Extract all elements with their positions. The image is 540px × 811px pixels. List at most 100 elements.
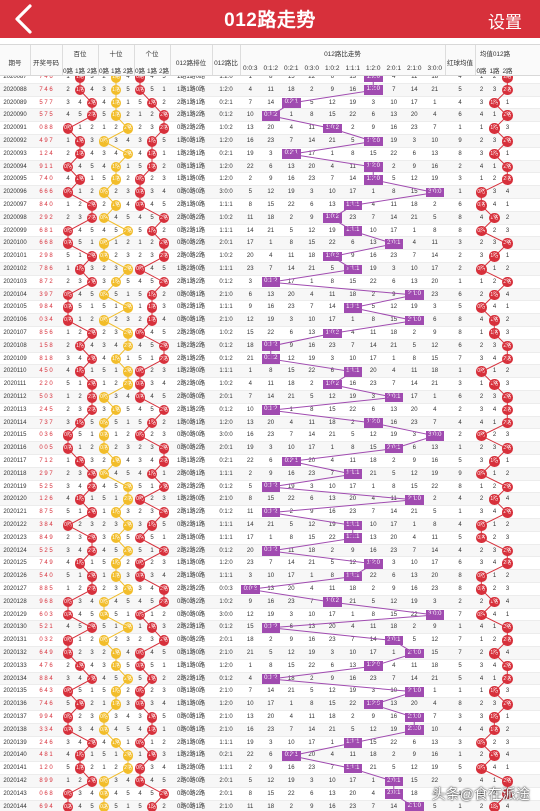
miss-count: 5 [138,227,142,234]
table-row[interactable]: 2020134 8 8 4 2路2路1路 0:1:2 3 4 2路 4 5 2路 5 1路 2 4 1 2路 5… [0,672,540,686]
numbers-cell: 0 3 4 [39,317,53,324]
trend-miss-count: 8 [392,483,396,490]
trend-miss-count: 18 [431,76,439,80]
miss-count: 3 [102,86,106,93]
table-row[interactable]: 2020088 7 4 6 1路1路0路 1:2:0 2 1路 4 3 1路 5 0路 5 1 2 3 2路 5… [0,83,540,97]
table-row[interactable]: 2020123 8 4 9 2路1路0路 1:1:1 2 3 2路 3 1路 5 0路 5 1 0路 2 3 5… [0,532,540,545]
table-row[interactable]: 2020101 2 9 8 2路0路2路 1:0:2 5 1 2路 0路 2 3 2 3 2路 3 1路 1 2… [0,250,540,263]
table-row[interactable]: 2020111 2 2 0 2路2路0路 1:0:2 5 1 2路 1 2 2路 0路 3 4 1 1路 3 3… [0,378,540,391]
route-ball: 1路 [74,76,86,83]
table-row[interactable]: 2020119 5 2 5 2路2路2路 0:1:2 3 4 2路 4 5 2路 5 1 2路 1 2 2路 8… [0,481,540,494]
table-row[interactable]: 2020107 8 5 6 2路2路0路 1:0:2 1 2 2路 2 3 2路 0路 4 5 1 1路 3 8… [0,327,540,340]
trend-marker: 2:1:0 [405,315,424,326]
trend-miss-count: 12 [328,688,336,695]
table-row[interactable]: 2020108 1 5 8 1路2路2路 0:1:2 2 1路 4 3 4 2路 4 5 2路 2 3 2路 6… [0,339,540,353]
sequence-cell: 0路0路2路 [176,445,205,452]
table-row[interactable]: 2020105 9 8 4 0路2路1路 1:1:1 0路 5 1 5 1 2路 1 1路 3 0路 4 1 5… [0,301,540,315]
issue-cell: 2020132 [3,650,27,656]
trend-miss-count: 21 [246,650,254,656]
table-row[interactable]: 2020095 7 4 0 1路1路0路 1:2:0 4 1路 1 5 1路 2 0路 2 3 1 2 2路 3… [0,173,540,187]
route-ball: 2路 [86,737,98,749]
numbers-cell: 3 8 4 [39,522,53,528]
miss-count: 1 [90,368,94,375]
miss-count: 5 [114,611,118,618]
table-row[interactable]: 2020125 7 4 9 1路1路0路 1:2:0 4 1路 1 5 1路 2 0路 2 3 3 4 2路 6… [0,557,540,571]
table-row[interactable]: 2020138 3 3 4 0路0路1路 2:1:0 0路 3 4 0路 4 5 4 1路 1 4 1路 2 4… [0,723,540,737]
route-ball: 1路 [146,712,158,723]
table-row[interactable]: 2020122 3 8 4 0路2路1路 1:1:1 0路 2 3 2 3 2路 3 1路 5 0路 1 2 4… [0,519,540,532]
hot-count-cell: 2 [458,406,462,413]
trend-miss-count: 5 [269,650,273,656]
table-row[interactable]: 2020133 4 7 6 1路1路0路 1:2:0 2 1路 4 3 1路 5 0路 5 1 3 4 2路 5… [0,660,540,673]
trend-table[interactable]: 2020087 7 4 6 1路1路0路 1:2:0 1 1路 3 2 1路 4 0路 4 5 1 2 2路 4… [0,76,540,811]
trend-miss-count: 5 [433,509,437,516]
table-row[interactable]: 2020099 6 8 1 0路2路1路 1:1:1 0路 4 5 4 5 2路 5 1路 2 0路 2 3 8… [0,225,540,238]
trend-miss-count: 4 [351,624,355,631]
trend-miss-count: 8 [289,240,293,247]
table-row[interactable]: 2020103 8 7 2 2路1路2路 0:1:2 2 3 2路 3 1路 5 4 5 2路 1 2 2路 1… [0,276,540,289]
table-row[interactable]: 2020091 0 8 8 0路2路2路 1:0:2 0路 1 2 1 2 2路 2 3 2路 1 1路 3 1… [0,122,540,135]
table-row[interactable]: 2020117 7 1 2 1路1路2路 0:2:1 1 1路 3 2 1路 4 3 4 2路 3 1路 1 5… [0,455,540,468]
table-row[interactable]: 2020129 6 0 3 0路0路0路 3:0:0 0路 4 5 0路 5 1 0路 1 2 0路 4 1 7… [0,609,540,622]
table-row[interactable]: 2020104 3 9 7 0路0路1路 2:1:0 0路 4 5 0路 5 1 5 1路 2 2 1路 4 6… [0,288,540,302]
table-row[interactable]: 2020132 6 4 9 0路1路0路 2:1:0 0路 2 3 2 1路 4 0路 4 5 2 1路 4 7… [0,647,540,660]
table-row[interactable]: 2020131 0 3 2 0路0路2路 2:0:1 0路 1 2 0路 2 3 2 3 2路 1 2 2路 7… [0,634,540,647]
table-row[interactable]: 2020092 4 9 7 1路0路1路 1:2:0 1 1路 3 0路 3 4 3 1路 5 2 3 2路 9… [0,135,540,148]
table-row[interactable]: 2020116 0 0 5 0路0路2路 2:0:1 0路 1 2 0路 2 3 2 3 2路 2 3 2路 1… [0,442,540,455]
miss-count: 1 [126,739,130,746]
table-row[interactable]: 2020110 4 5 0 1路2路0路 1:1:1 4 1路 1 5 1 2路 0路 2 3 0路 1 2 1… [0,365,540,379]
trend-miss-count: 23 [349,214,357,221]
trend-miss-count: 17 [390,227,398,234]
table-row[interactable]: 2020089 5 7 7 2路1路1路 0:2:1 3 4 2路 4 1路 1 5 1路 2 3 1路 1 4… [0,97,540,110]
miss-count: 2 [102,522,106,528]
table-row[interactable]: 2020113 2 4 5 2路1路2路 0:1:2 2 3 2路 3 1路 5 4 5 2路 3 4 2路 2… [0,404,540,417]
table-row[interactable]: 2020136 7 4 6 1路1路0路 1:2:0 5 1路 2 1 1路 3 0路 3 4 2 3 2路 8… [0,698,540,711]
mean-route-ball: 2路 [502,353,513,365]
route-ball: 0路 [98,788,110,800]
miss-count: 3 [505,330,510,336]
table-row[interactable]: 2020126 5 4 0 2路1路0路 1:1:1 5 1 2路 1 1路 3 0路 3 4 0路 1 2 8… [0,570,540,583]
issue-cell: 2020091 [3,125,27,132]
miss-count: 1 [138,304,142,311]
miss-count: 1 [102,573,106,580]
numbers-cell: 4 9 7 [39,138,53,144]
trend-miss-count: 21 [246,355,254,362]
miss-count: 3 [492,189,497,196]
miss-count: 3 [66,419,70,426]
route-ball: 1路 [74,417,86,429]
settings-button[interactable]: 设置 [488,13,522,32]
sequence-cell: 1路2路1路 [176,150,205,157]
table-row[interactable]: 2020141 1 2 0 1路2路0路 1:1:1 5 1路 2 1 2 2路 0路 3 4 0路 4 1 5… [0,762,540,775]
table-row[interactable]: 2020093 1 2 4 1路2路1路 0:2:1 2 1路 4 3 4 2路 4 1路 1 3 1路 1 8… [0,148,540,161]
table-row[interactable]: 2020128 9 6 8 0路0路2路 1:0:2 0路 3 4 0路 4 5 4 5 2路 2 1路 4 2… [0,595,540,609]
route-ball: 0路 [134,187,146,198]
table-row[interactable]: 2020090 5 7 5 2路1路2路 0:1:2 4 5 2路 5 1路 2 1 2 2路 4 1 2路 6… [0,109,540,123]
table-row[interactable]: 2020135 6 4 3 0路1路0路 2:1:0 0路 5 1 5 1路 2 0路 2 3 1 1路 3 1… [0,685,540,699]
table-row[interactable]: 2020094 9 1 1 0路1路1路 1:2:0 0路 4 5 4 1路 1 5 1路 2 4 1 2路 2… [0,160,540,174]
table-row[interactable]: 2020098 2 9 2 2路0路2路 1:0:2 2 3 2路 0路 4 5 4 5 2路 4 1路 2 8… [0,211,540,225]
table-row[interactable]: 2020120 1 2 6 1路2路0路 2:1:0 4 1路 1 5 1 2路 0路 2 3 2 1路 4 4… [0,493,540,507]
table-row[interactable]: 2020106 0 3 4 0路0路1路 2:1:0 0路 1 2 0路 2 3 2 1路 4 4 1路 2 8… [0,314,540,327]
table-row[interactable]: 2020087 7 4 6 1路1路0路 1:2:0 1 1路 3 2 1路 4 0路 4 5 1 2 2路 4… [0,76,540,84]
table-row[interactable]: 2020102 7 8 6 1路2路0路 1:1:1 1 1路 3 2 3 2路 0路 4 5 0路 1 2 2… [0,263,540,276]
table-row[interactable]: 2020130 5 2 1 2路2路1路 0:1:2 4 5 2路 5 1 2路 1 1路 3 4 1 2路 1… [0,621,540,635]
table-row[interactable]: 2020127 8 8 5 2路2路2路 0:0:3 1 2 2路 2 3 2路 3 4 2路 0路 2 3 8… [0,583,540,596]
table-row[interactable]: 2020100 6 6 8 0路0路2路 2:0:1 0路 5 1 0路 1 2 1 2 2路 2 3 2路 3… [0,237,540,251]
table-row[interactable]: 2020109 8 1 8 2路1路2路 0:1:2 3 4 2路 4 1路 1 5 1 2路 3 4 2路 7… [0,353,540,366]
table-row[interactable]: 2020097 8 4 0 2路1路0路 1:1:1 1 2 2路 2 1路 4 0路 4 5 0路 4 1 6… [0,199,540,212]
table-row[interactable]: 2020139 2 4 6 2路1路0路 1:1:1 3 4 2路 4 1路 1 0路 1 2 0路 2 3 3… [0,737,540,750]
table-row[interactable]: 2020096 6 6 6 0路0路0路 3:0:0 0路 1 2 0路 2 3 0路 3 4 0路 3 4 1… [0,186,540,199]
table-row[interactable]: 2020112 5 0 3 2路0路0路 2:0:1 1 2 2路 0路 3 4 0路 4 5 2 3 2路 6… [0,391,540,404]
table-row[interactable]: 2020124 5 2 5 2路2路2路 0:1:2 3 4 2路 4 5 2路 5 1 2路 2 3 2路 4… [0,544,540,558]
trend-miss-count: 11 [349,458,356,464]
table-row[interactable]: 2020114 7 3 7 1路0路1路 1:2:0 3 1路 5 0路 5 1 5 1路 2 4 1 2路 4… [0,416,540,430]
table-row[interactable]: 2020121 8 7 5 2路1路2路 0:1:2 5 1 2路 1 1路 3 2 3 2路 3 4 2路 1… [0,506,540,519]
route-ball: 0路 [134,737,146,749]
back-button[interactable] [8,3,42,35]
issue-cell: 2020142 [3,778,27,784]
table-row[interactable]: 2020140 4 8 1 1路2路1路 0:2:1 4 1路 1 5 1 2路 1 1路 3 2 1路 4 1… [0,749,540,763]
table-row[interactable]: 2020137 9 9 4 0路0路1路 2:1:0 0路 2 3 0路 3 4 3 1路 5 3 1路 1 3… [0,711,540,724]
miss-count: 4 [162,765,166,772]
table-row[interactable]: 2020115 0 3 6 0路0路0路 3:0:0 0路 5 1 0路 1 2 0路 2 3 0路 2 3 2… [0,429,540,443]
table-row[interactable]: 2020118 2 9 7 2路0路1路 1:1:1 2 3 2路 0路 4 5 4 1路 1 0路 1 2 9… [0,467,540,481]
